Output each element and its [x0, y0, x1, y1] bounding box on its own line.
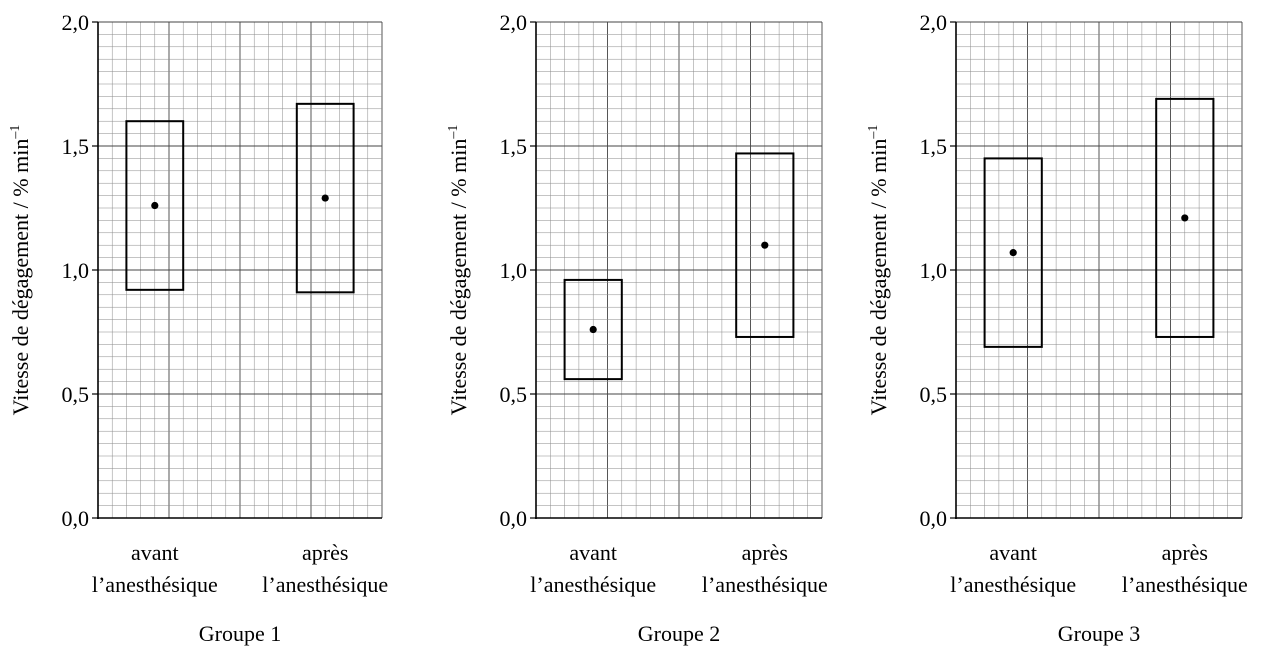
y-tick-label: 2,0 [62, 10, 90, 35]
mean-point [589, 325, 597, 334]
y-axis-label-superscript: –1 [446, 125, 461, 140]
category-label-line1: avant [569, 540, 617, 565]
category-label-line1: avant [989, 540, 1037, 565]
category-label-line2: l’anesthésique [92, 572, 218, 597]
mean-point [1181, 214, 1189, 222]
y-tick-label: 1,5 [920, 134, 948, 159]
y-axis-label: Vitesse de dégagement / % min–1 [8, 125, 33, 416]
category-label-line2: l’anesthésique [530, 572, 656, 597]
y-tick-label: 1,0 [62, 258, 90, 283]
y-tick-label: 0,0 [500, 506, 528, 531]
chart-panel-3: 0,0 0,5 1,0 1,5 2,0 Vitesse de dégagement / %… [866, 10, 1248, 646]
y-axis-label-superscript: –1 [8, 125, 23, 140]
grid [97, 21, 383, 519]
data-box [735, 152, 795, 338]
y-tick-label: 1,0 [920, 258, 948, 283]
data-box [295, 102, 355, 294]
category-label-line2: l’anesthésique [950, 572, 1076, 597]
chart-title: Groupe 3 [1058, 621, 1140, 646]
category-label-line2: l’anesthésique [702, 572, 828, 597]
data-box [125, 120, 185, 291]
y-tick-label: 0,5 [500, 382, 528, 407]
chart-panel-2: 0,0 0,5 1,0 1,5 2,0 Vitesse de dégagement / %… [446, 10, 828, 646]
chart-title: Groupe 1 [199, 621, 281, 646]
y-tick-label: 0,0 [62, 506, 90, 531]
y-tick-label: 2,0 [920, 10, 948, 35]
chart-panel-1: 0,0 0,5 1,0 1,5 2,0 Vitesse de dégagement / %… [8, 10, 388, 646]
y-tick-label: 1,5 [500, 134, 528, 159]
mean-point [321, 194, 329, 202]
y-axis-label: Vitesse de dégagement / % min–1 [866, 125, 891, 416]
mean-point [151, 201, 159, 210]
grid [535, 21, 823, 519]
y-axis-label-superscript: –1 [866, 125, 881, 140]
category-label-line1: avant [131, 540, 179, 565]
category-label-line2: l’anesthésique [1122, 572, 1248, 597]
chart-title: Groupe 2 [638, 621, 720, 646]
data-box [1155, 97, 1215, 338]
category-label-line1: après [302, 540, 348, 565]
y-tick-label: 2,0 [500, 10, 528, 35]
y-tick-label: 0,5 [920, 382, 948, 407]
category-label-line1: après [742, 540, 788, 565]
y-axis-label: Vitesse de dégagement / % min–1 [446, 125, 471, 416]
y-tick-label: 0,0 [920, 506, 948, 531]
data-box [983, 157, 1043, 348]
mean-point [761, 241, 769, 249]
y-tick-label: 1,0 [500, 258, 528, 283]
y-tick-label: 0,5 [62, 382, 90, 407]
mean-point [1009, 249, 1017, 257]
data-box [563, 278, 623, 381]
grid [955, 21, 1243, 519]
category-label-line2: l’anesthésique [262, 572, 388, 597]
y-tick-label: 1,5 [62, 134, 90, 159]
category-label-line1: après [1162, 540, 1208, 565]
